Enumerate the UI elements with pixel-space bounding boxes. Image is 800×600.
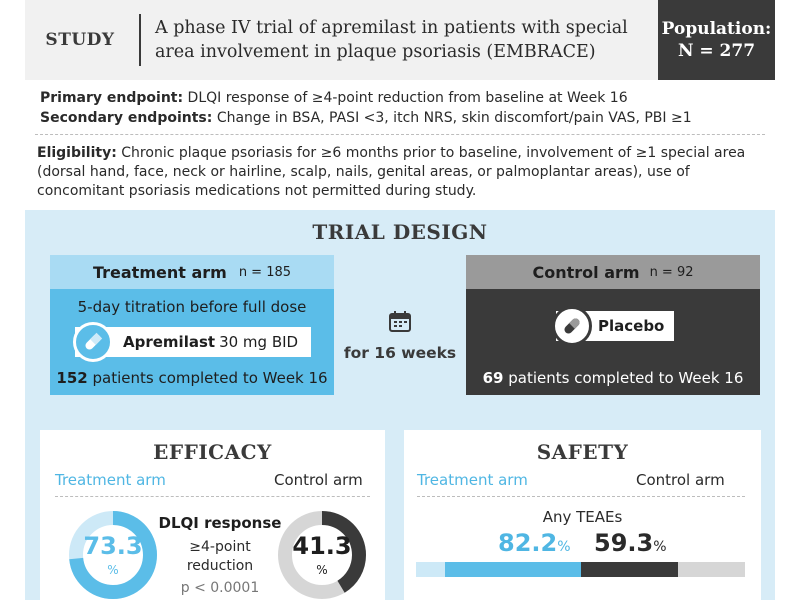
control-donut-chart (278, 511, 366, 599)
control-arm-body: Placebo 69 patients completed to Week 16 (466, 289, 760, 395)
teae-control-bar (581, 562, 679, 577)
control-donut-pct: % (316, 563, 328, 577)
dlqi-sub-line-2: reduction (186, 558, 254, 574)
drug-dose: 30 mg BID (219, 333, 299, 351)
dlqi-sub: ≥4-point reduction (160, 538, 280, 576)
teae-control-number: 59.3 (594, 529, 654, 557)
study-header: STUDY A phase IV trial of apremilast in … (25, 0, 775, 80)
teae-control-pct: % (653, 539, 667, 555)
endpoints: Primary endpoint: DLQI response of ≥4-po… (40, 88, 692, 128)
teae-label: Any TEAEs (542, 508, 623, 526)
population-value: N = 277 (677, 41, 756, 61)
teae-treatment-bar-track (416, 562, 581, 577)
teae-treatment-pct: % (557, 539, 571, 555)
control-arm-header: Control arm n = 92 (466, 255, 760, 289)
control-donut: 41.3 % (277, 510, 367, 600)
pill-icon (73, 322, 113, 362)
placebo-name: Placebo (598, 317, 665, 335)
primary-endpoint-text: DLQI response of ≥4-point reduction from… (187, 90, 628, 106)
control-arm-n: n = 92 (649, 264, 694, 280)
placebo-label: Placebo (552, 306, 674, 346)
dlqi-sub-line-1: ≥4-point (189, 539, 251, 555)
drug-name: Apremilast (123, 333, 216, 351)
eligibility-label: Eligibility: (37, 145, 117, 161)
control-arm-label: Control arm (532, 262, 640, 282)
teae-treatment-value: 82.2% (498, 529, 571, 557)
efficacy-title: EFFICACY (153, 440, 272, 464)
calendar-icon (389, 311, 411, 332)
teae-control-value: 59.3% (594, 529, 667, 557)
primary-endpoint: Primary endpoint: DLQI response of ≥4-po… (40, 88, 692, 108)
eligibility: Eligibility: Chronic plaque psoriasis fo… (37, 144, 767, 201)
safety-title: SAFETY (536, 440, 629, 464)
apremilast-label: Apremilast 30 mg BID (73, 322, 311, 362)
study-title: A phase IV trial of apremilast in patien… (155, 18, 628, 62)
safety-panel: SAFETY Treatment arm Control arm Any TEA… (404, 430, 761, 600)
divider (35, 134, 765, 135)
efficacy-panel: EFFICACY Treatment arm Control arm 73.3 … (40, 430, 385, 600)
treatment-donut-value: 73.3 (83, 532, 143, 560)
secondary-endpoints-text: Change in BSA, PASI <3, itch NRS, skin d… (216, 110, 692, 126)
study-label: STUDY (45, 30, 115, 50)
trial-design-title: TRIAL DESIGN (312, 220, 488, 244)
teae-treatment-bar (445, 562, 581, 577)
treatment-donut-pct: % (107, 563, 119, 577)
duration: for 16 weeks (340, 310, 460, 362)
control-completed: 69 patients completed to Week 16 (466, 369, 760, 387)
treatment-completed: 152 patients completed to Week 16 (50, 369, 334, 387)
treatment-donut: 73.3 % (68, 510, 158, 600)
control-donut-value: 41.3 (292, 532, 352, 560)
secondary-endpoints-label: Secondary endpoints: (40, 110, 213, 126)
population-box: Population: N = 277 (658, 0, 775, 80)
treatment-arm-label: Treatment arm (92, 262, 227, 282)
treatment-completed-count: 152 (56, 369, 88, 387)
pill-icon (552, 306, 592, 346)
secondary-endpoints: Secondary endpoints: Change in BSA, PASI… (40, 108, 692, 128)
efficacy-treatment-label: Treatment arm (55, 471, 166, 489)
teae-treatment-number: 82.2 (498, 529, 558, 557)
teae-control-bar-track (581, 562, 745, 577)
treatment-arm-header: Treatment arm n = 185 (50, 255, 334, 289)
header-divider (139, 14, 141, 66)
dlqi-label: DLQI response (158, 514, 282, 532)
safety-treatment-label: Treatment arm (417, 471, 528, 489)
duration-text: for 16 weeks (343, 344, 457, 362)
efficacy-control-label: Control arm (274, 471, 363, 489)
divider (55, 496, 370, 497)
treatment-arm-body: 5-day titration before full dose Apremil… (50, 289, 334, 395)
population-label: Population: (661, 19, 772, 39)
control-completed-count: 69 (482, 369, 504, 387)
titration-note: 5-day titration before full dose (77, 298, 307, 316)
p-value: p < 0.0001 (180, 580, 260, 596)
control-completed-text: patients completed to Week 16 (508, 369, 744, 387)
trial-design-section: TRIAL DESIGN Treatment arm n = 185 5-day… (25, 210, 775, 416)
treatment-arm-n: n = 185 (238, 264, 292, 280)
safety-control-label: Control arm (636, 471, 725, 489)
treatment-completed-text: patients completed to Week 16 (92, 369, 328, 387)
primary-endpoint-label: Primary endpoint: (40, 90, 184, 106)
eligibility-text: Chronic plaque psoriasis for ≥6 months p… (37, 145, 746, 199)
treatment-donut-chart (69, 511, 157, 599)
divider (417, 496, 745, 497)
